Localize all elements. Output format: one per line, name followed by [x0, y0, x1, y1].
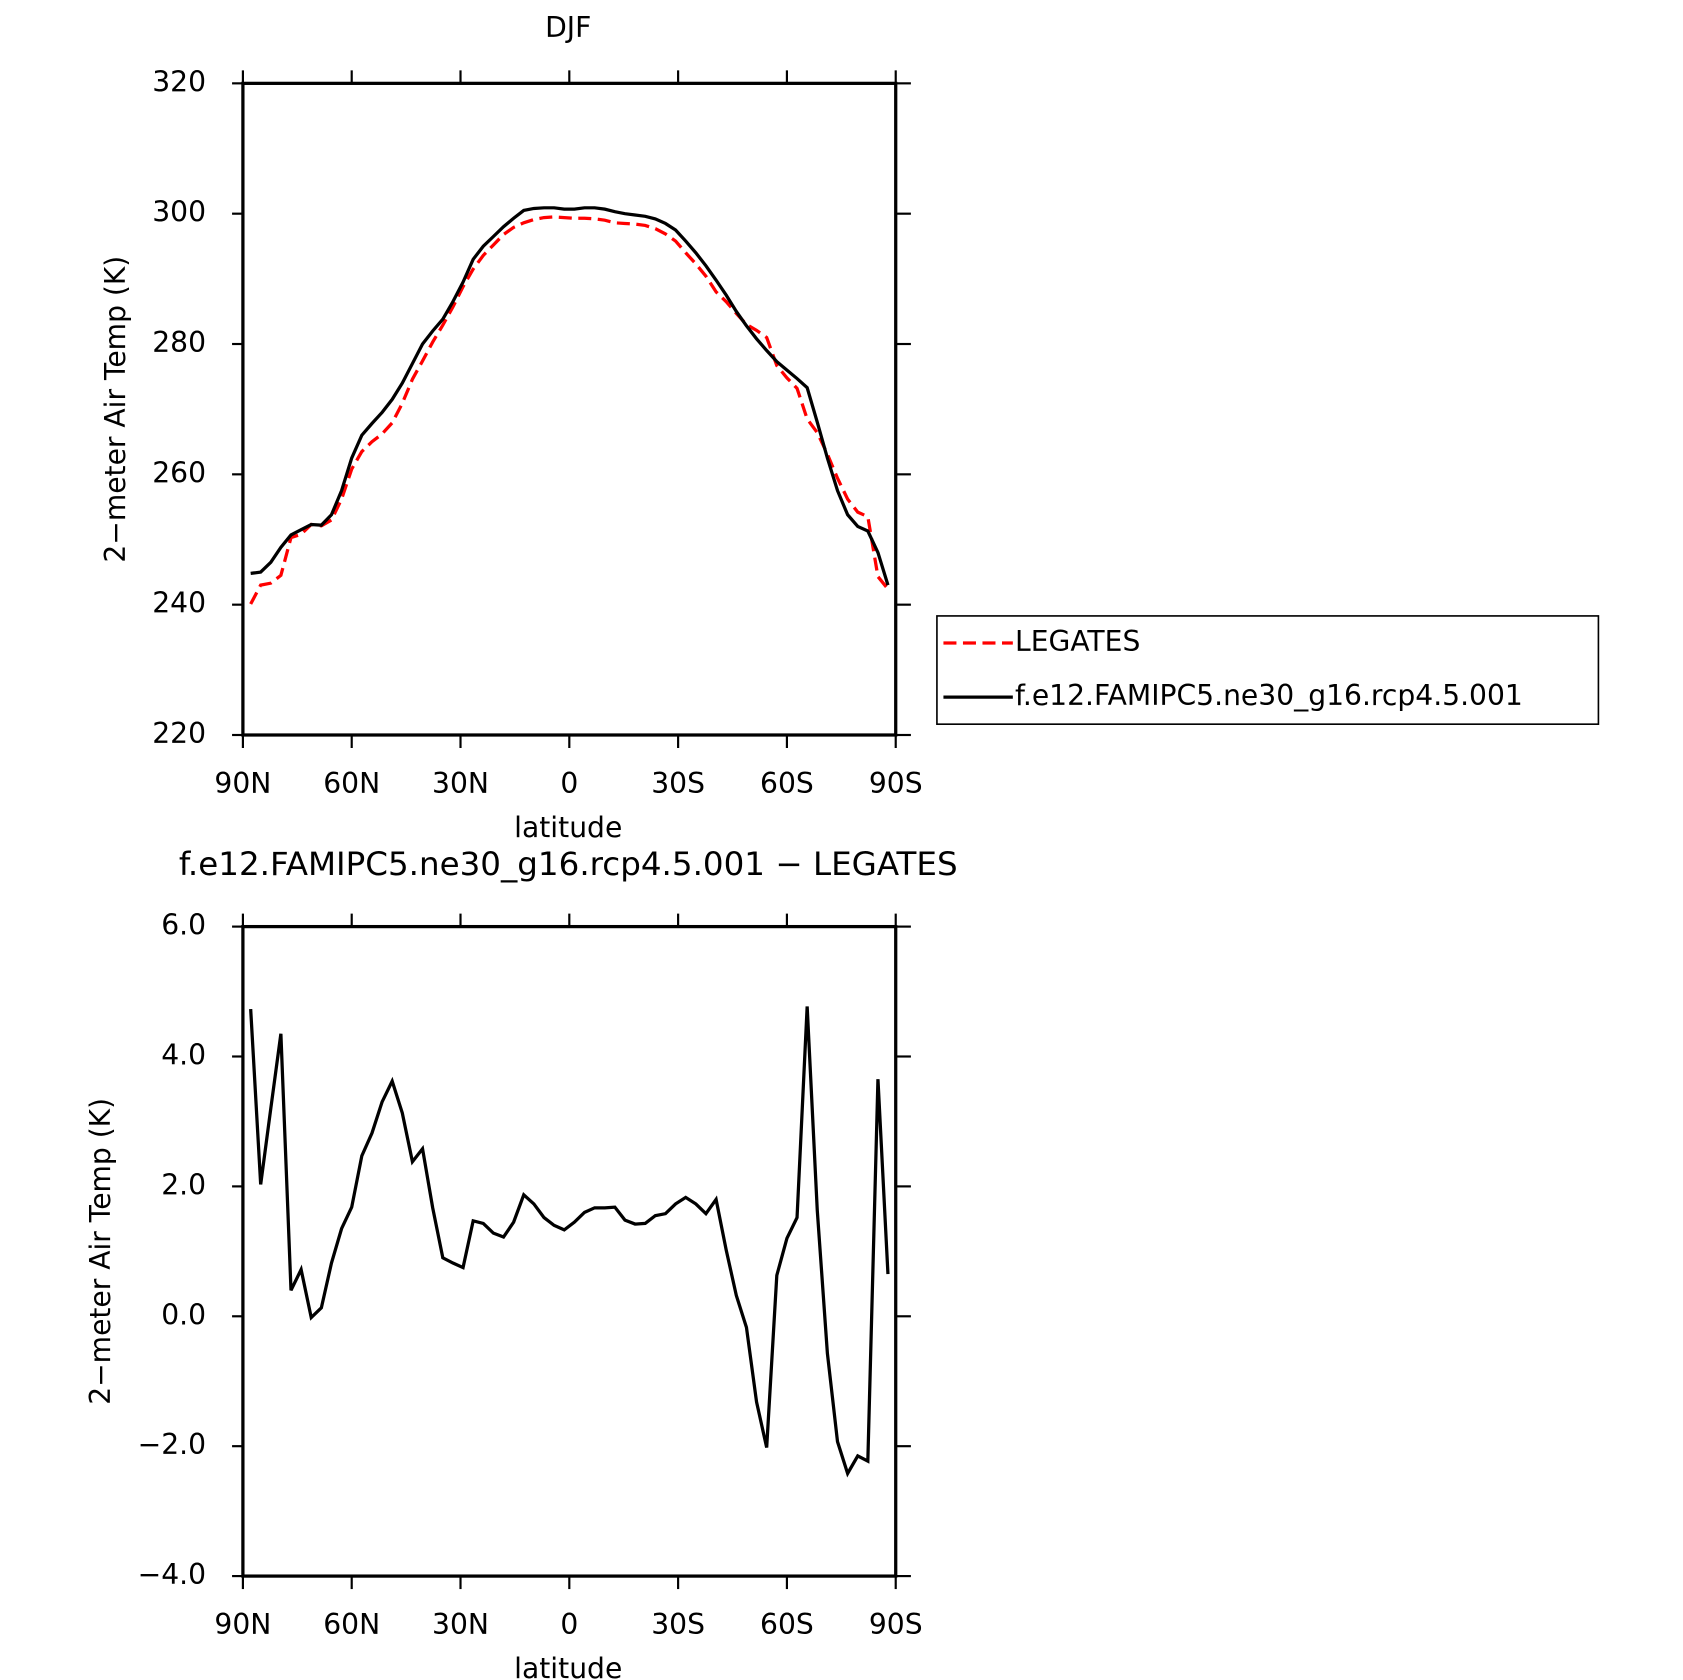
x-axis-label: latitude: [514, 811, 622, 844]
x-tick-label: 60N: [323, 1608, 380, 1641]
y-tick-label: 240: [152, 587, 206, 620]
x-tick-label: 60S: [760, 767, 814, 800]
y-tick-label: 220: [152, 717, 206, 750]
y-axis-label: 2−meter Air Temp (K): [99, 256, 132, 563]
data-line: [249, 215, 890, 605]
y-tick-label: 4.0: [161, 1039, 206, 1072]
y-tick-label: 300: [152, 196, 206, 229]
y-tick-label: −2.0: [138, 1428, 206, 1461]
x-tick-label: 90S: [869, 1608, 923, 1641]
chart-title: DJF: [545, 11, 591, 44]
y-tick-label: 6.0: [161, 909, 206, 942]
y-tick-label: −4.0: [138, 1558, 206, 1591]
y-tick-label: 280: [152, 326, 206, 359]
x-tick-label: 0: [560, 1608, 578, 1641]
x-tick-label: 90S: [869, 767, 923, 800]
x-tick-label: 0: [560, 767, 578, 800]
x-tick-label: 60S: [760, 1608, 814, 1641]
y-axis-label: 2−meter Air Temp (K): [84, 1098, 117, 1405]
x-tick-label: 30S: [651, 767, 705, 800]
x-tick-label: 90N: [214, 767, 271, 800]
y-tick-label: 260: [152, 456, 206, 489]
data-line: [250, 206, 890, 586]
plot-frame: [241, 924, 898, 1578]
legend-box: [936, 615, 1600, 725]
y-tick-label: 0.0: [161, 1298, 206, 1331]
legend-label: LEGATES: [1015, 625, 1140, 658]
legend-label: f.e12.FAMIPC5.ne30_g16.rcp4.5.001: [1015, 679, 1523, 712]
data-line: [249, 1006, 890, 1478]
y-tick-label: 2.0: [161, 1168, 206, 1201]
y-tick-label: 320: [152, 65, 206, 98]
x-tick-label: 30S: [651, 1608, 705, 1641]
chart-title: f.e12.FAMIPC5.ne30_g16.rcp4.5.001 − LEGA…: [179, 845, 958, 883]
x-tick-label: 30N: [432, 767, 489, 800]
x-axis-label: latitude: [514, 1652, 622, 1680]
x-tick-label: 90N: [214, 1608, 271, 1641]
x-tick-label: 30N: [432, 1608, 489, 1641]
x-tick-label: 60N: [323, 767, 380, 800]
plot-frame: [241, 81, 898, 737]
